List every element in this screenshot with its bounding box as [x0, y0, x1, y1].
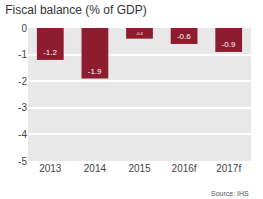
- svg-text:-1: -1: [18, 49, 27, 60]
- svg-text:-2: -2: [18, 76, 27, 87]
- svg-text:-1.2: -1.2: [43, 48, 57, 57]
- svg-text:Fiscal balance (% of GDP): Fiscal balance (% of GDP): [5, 3, 146, 17]
- svg-text:2013: 2013: [39, 163, 62, 174]
- svg-text:-3: -3: [18, 102, 27, 113]
- svg-text:-0.9: -0.9: [222, 40, 236, 49]
- svg-text:2017f: 2017f: [216, 163, 241, 174]
- svg-text:2014: 2014: [84, 163, 107, 174]
- svg-text:-0.6: -0.6: [177, 32, 191, 41]
- svg-text:-5: -5: [18, 156, 27, 167]
- svg-text:-0.4: -0.4: [136, 31, 144, 36]
- svg-text:2015: 2015: [128, 163, 151, 174]
- svg-text:-4: -4: [18, 129, 27, 140]
- svg-text:2016f: 2016f: [172, 163, 197, 174]
- svg-text:0: 0: [21, 23, 27, 34]
- svg-text:-1.9: -1.9: [88, 67, 102, 76]
- svg-text:Source: IHS: Source: IHS: [211, 190, 249, 197]
